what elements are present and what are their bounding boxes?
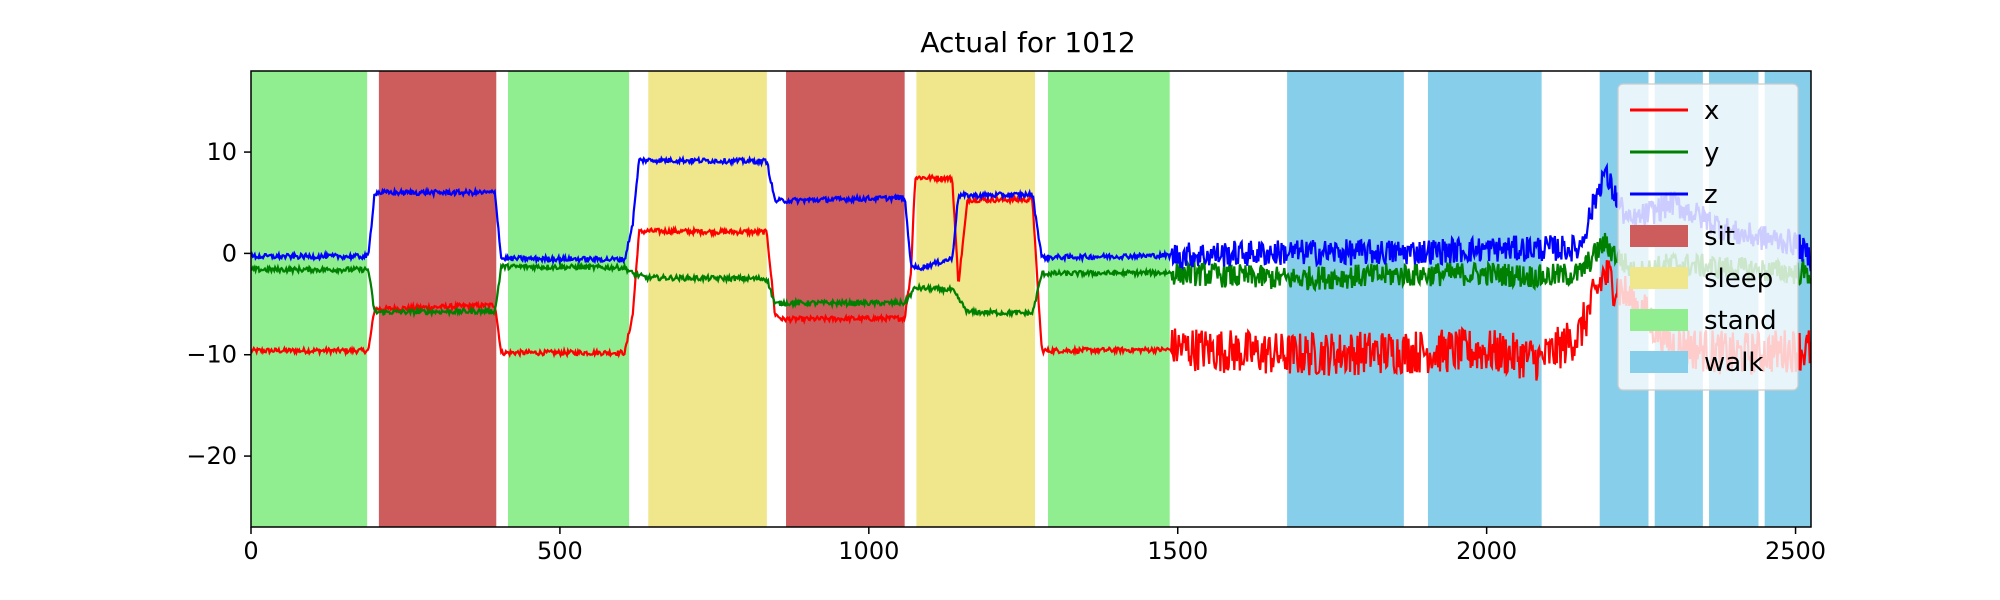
x-tick-label: 1500 — [1147, 537, 1208, 565]
chart-title: Actual for 1012 — [920, 26, 1135, 59]
x-tick-label: 1000 — [838, 537, 899, 565]
activity-band-walk — [1287, 71, 1404, 527]
activity-band-sleep — [648, 71, 767, 527]
x-tick-label: 500 — [537, 537, 583, 565]
x-tick-label: 0 — [243, 537, 258, 565]
series-line-x — [251, 173, 1811, 381]
activity-band-stand — [508, 71, 630, 527]
activity-band-sit — [378, 71, 497, 527]
y-tick-label: −10 — [186, 341, 237, 369]
x-tick-label: 2500 — [1765, 537, 1826, 565]
legend-swatch-stand — [1630, 309, 1688, 331]
x-tick-label: 2000 — [1456, 537, 1517, 565]
series-line-z — [251, 154, 1811, 272]
legend-label-sleep: sleep — [1704, 264, 1773, 294]
y-tick-label: 0 — [222, 239, 237, 267]
activity-bands — [251, 71, 1811, 527]
legend-label-walk: walk — [1704, 348, 1763, 378]
series-line-y — [251, 232, 1811, 319]
plot-frame — [250, 70, 1812, 528]
legend-label-stand: stand — [1704, 306, 1777, 336]
legend-swatch-walk — [1630, 351, 1688, 373]
y-tick-label: −20 — [186, 442, 237, 470]
activity-band-sleep — [916, 71, 1036, 527]
activity-band-stand — [1047, 71, 1170, 527]
legend-swatch-sit — [1630, 225, 1688, 247]
activity-band-walk — [1427, 71, 1542, 527]
legend-label-x: x — [1704, 96, 1719, 126]
legend-label-sit: sit — [1704, 222, 1735, 252]
y-tick-label: 10 — [206, 138, 237, 166]
legend: xyz sit sleep stand walk — [1617, 83, 1799, 391]
signal-lines — [251, 154, 1811, 381]
axis-ticks: 0 500 1000 1500 2000 2500 10 0 −10 −20 — [186, 138, 1826, 565]
legend-label-y: y — [1704, 138, 1719, 168]
legend-swatch-sleep — [1630, 267, 1688, 289]
activity-band-stand — [251, 71, 368, 527]
activity-band-sit — [786, 71, 905, 527]
legend-label-z: z — [1704, 180, 1718, 210]
